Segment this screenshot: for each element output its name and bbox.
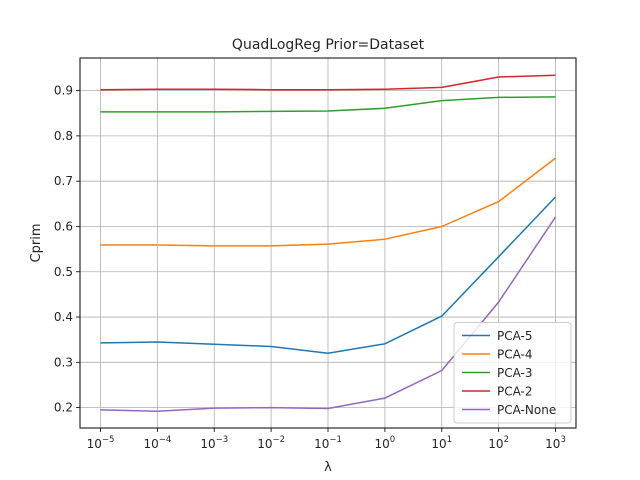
x-axis: 10−5 10−4 10−3 10−2 10−1 100 101 102 103 [87, 428, 566, 451]
series-line-pca-3 [100, 96, 556, 113]
y-axis: 0.2 0.3 0.4 0.5 0.6 0.7 0.8 0.9 [54, 84, 80, 415]
x-tick-label: 10−4 [143, 435, 171, 451]
x-tick-label: 103 [545, 435, 566, 451]
x-axis-title: λ [324, 460, 332, 475]
y-tick-label: 0.2 [54, 401, 73, 415]
y-tick-label: 0.5 [54, 265, 73, 279]
y-tick-label: 0.9 [54, 84, 73, 98]
legend-label: PCA-4 [497, 348, 533, 362]
x-tick-label: 10−3 [200, 435, 228, 451]
y-tick-label: 0.6 [54, 219, 73, 233]
chart-title: QuadLogReg Prior=Dataset [232, 37, 425, 53]
x-tick-label: 10−2 [257, 435, 285, 451]
x-tick-label: 102 [488, 435, 509, 451]
legend-label: PCA-None [497, 403, 556, 417]
x-tick-label: 10−1 [314, 435, 342, 451]
x-tick-label: 101 [431, 435, 452, 451]
series-line-pca-5 [100, 196, 557, 355]
x-tick-label: 10−5 [87, 435, 115, 451]
legend-label: PCA-5 [497, 329, 533, 343]
series-line-pca-4 [100, 157, 556, 247]
legend-label: PCA-2 [497, 385, 533, 399]
legend-label: PCA-3 [497, 366, 533, 380]
y-tick-label: 0.8 [54, 129, 73, 143]
x-tick-label: 100 [375, 435, 396, 451]
series-line-pca-2 [100, 74, 556, 91]
y-tick-label: 0.3 [54, 355, 73, 369]
y-axis-title: Cprim [29, 224, 44, 263]
y-tick-label: 0.4 [54, 310, 73, 324]
y-tick-label: 0.7 [54, 174, 73, 188]
legend-box [453, 322, 572, 424]
legend: PCA-5 PCA-4 PCA-3 PCA-2 PCA-None [453, 322, 572, 424]
